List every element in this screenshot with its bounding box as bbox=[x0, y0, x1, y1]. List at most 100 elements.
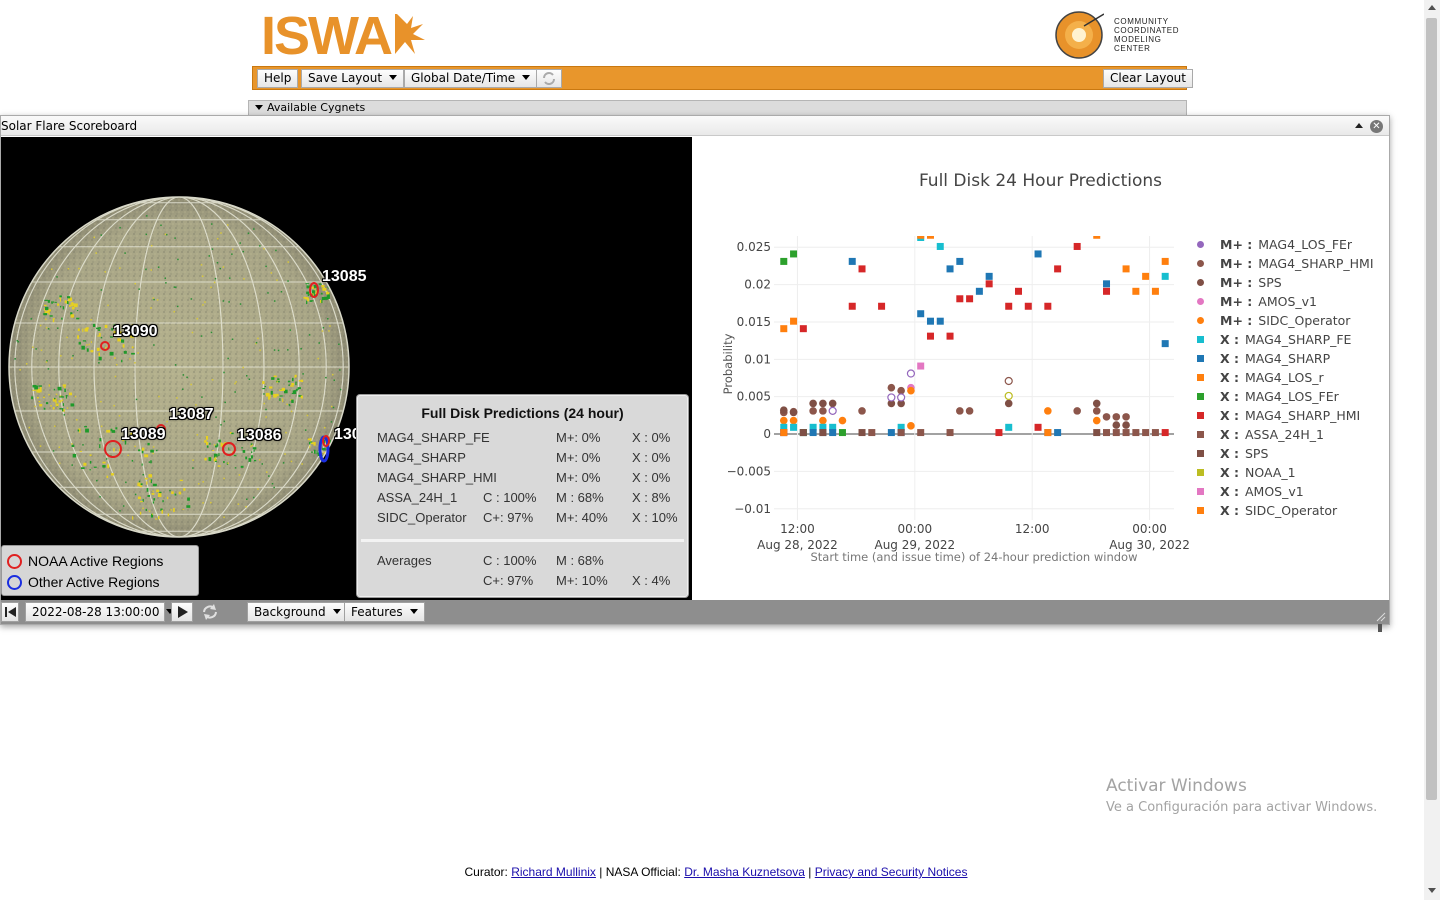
data-point[interactable] bbox=[975, 287, 983, 295]
data-point[interactable] bbox=[858, 265, 866, 273]
region-marker[interactable] bbox=[100, 341, 110, 351]
data-point[interactable] bbox=[799, 429, 807, 437]
data-point[interactable] bbox=[907, 422, 915, 430]
data-point[interactable] bbox=[1103, 287, 1111, 295]
data-point[interactable] bbox=[1092, 399, 1101, 408]
collapse-icon[interactable] bbox=[1355, 123, 1363, 128]
data-point[interactable] bbox=[887, 429, 895, 437]
data-point[interactable] bbox=[848, 257, 856, 265]
global-datetime-button[interactable]: Global Date/Time bbox=[404, 69, 538, 88]
data-point[interactable] bbox=[1034, 423, 1042, 431]
data-point[interactable] bbox=[799, 325, 807, 333]
data-point[interactable] bbox=[946, 429, 954, 437]
data-point[interactable] bbox=[1122, 421, 1130, 429]
data-point[interactable] bbox=[1005, 423, 1013, 431]
reload-button[interactable] bbox=[199, 602, 221, 622]
background-dropdown[interactable]: Background bbox=[247, 602, 348, 622]
data-point[interactable] bbox=[1102, 413, 1111, 421]
data-point[interactable] bbox=[956, 257, 964, 265]
data-point[interactable] bbox=[1112, 421, 1121, 429]
data-point[interactable] bbox=[966, 295, 974, 303]
data-point[interactable] bbox=[829, 429, 837, 437]
data-point[interactable] bbox=[907, 386, 915, 395]
data-point[interactable] bbox=[1004, 376, 1013, 386]
data-point[interactable] bbox=[965, 407, 974, 415]
data-point[interactable] bbox=[858, 407, 866, 415]
scroll-down-icon[interactable] bbox=[1428, 888, 1436, 893]
data-point[interactable] bbox=[1024, 302, 1032, 310]
data-point[interactable] bbox=[887, 399, 896, 408]
nasa-official-link[interactable]: Dr. Masha Kuznetsova bbox=[684, 865, 805, 879]
region-marker[interactable] bbox=[309, 282, 319, 298]
close-icon[interactable]: ✕ bbox=[1370, 120, 1383, 133]
data-point[interactable] bbox=[1142, 272, 1150, 280]
data-point[interactable] bbox=[858, 429, 866, 437]
data-point[interactable] bbox=[780, 423, 788, 431]
data-point[interactable] bbox=[1132, 429, 1140, 437]
region-marker[interactable] bbox=[156, 424, 166, 434]
available-cygnets-bar[interactable]: Available Cygnets bbox=[248, 100, 1187, 116]
data-point[interactable] bbox=[878, 302, 886, 310]
data-point[interactable] bbox=[936, 317, 944, 325]
data-point[interactable] bbox=[917, 310, 925, 318]
data-point[interactable] bbox=[809, 429, 817, 437]
data-point[interactable] bbox=[780, 257, 788, 265]
data-point[interactable] bbox=[1161, 272, 1169, 280]
data-point[interactable] bbox=[868, 429, 876, 437]
data-point[interactable] bbox=[1034, 250, 1042, 258]
data-point[interactable] bbox=[1054, 265, 1062, 273]
data-point[interactable] bbox=[1005, 302, 1013, 310]
data-point[interactable] bbox=[1103, 429, 1111, 437]
data-point[interactable] bbox=[1004, 391, 1013, 401]
data-point[interactable] bbox=[936, 242, 944, 250]
data-point[interactable] bbox=[848, 302, 856, 310]
data-point[interactable] bbox=[790, 250, 798, 258]
data-point[interactable] bbox=[1122, 429, 1130, 437]
data-point[interactable] bbox=[1142, 429, 1150, 437]
curator-link[interactable]: Richard Mullinix bbox=[511, 865, 596, 879]
resize-grip-icon[interactable] bbox=[1376, 612, 1386, 622]
data-point[interactable] bbox=[926, 317, 934, 325]
features-dropdown[interactable]: Features bbox=[344, 602, 425, 622]
data-point[interactable] bbox=[995, 429, 1003, 437]
data-point[interactable] bbox=[819, 429, 827, 437]
data-point[interactable] bbox=[819, 423, 827, 431]
probability-chart[interactable]: 0.025 0.02 0.015 0.01 0.005 0 −0.005 −0.01 12:00… bbox=[692, 137, 1389, 600]
data-point[interactable] bbox=[779, 416, 788, 425]
region-marker[interactable] bbox=[222, 442, 236, 456]
refresh-button[interactable] bbox=[536, 69, 562, 88]
data-point[interactable] bbox=[1054, 429, 1062, 437]
data-point[interactable] bbox=[809, 407, 817, 415]
data-point[interactable] bbox=[828, 399, 837, 408]
data-point[interactable] bbox=[790, 317, 798, 325]
clear-layout-button[interactable]: Clear Layout bbox=[1103, 69, 1193, 88]
data-point[interactable] bbox=[1092, 416, 1101, 425]
window-titlebar[interactable]: Solar Flare Scoreboard ✕ bbox=[1, 116, 1389, 136]
data-point[interactable] bbox=[789, 416, 798, 425]
data-point[interactable] bbox=[897, 399, 905, 408]
data-point[interactable] bbox=[819, 407, 827, 415]
data-point[interactable] bbox=[1161, 257, 1169, 265]
data-point[interactable] bbox=[809, 399, 817, 408]
data-point[interactable] bbox=[1151, 287, 1159, 295]
data-point[interactable] bbox=[1103, 280, 1111, 288]
data-point[interactable] bbox=[917, 429, 925, 437]
region-marker[interactable] bbox=[104, 440, 122, 458]
privacy-link[interactable]: Privacy and Security Notices bbox=[814, 865, 968, 879]
datetime-select[interactable]: 2022-08-28 13:00:00 bbox=[25, 602, 175, 622]
data-point[interactable] bbox=[956, 295, 964, 303]
data-point[interactable] bbox=[956, 407, 964, 415]
data-point[interactable] bbox=[1093, 429, 1101, 437]
help-button[interactable]: Help bbox=[257, 69, 299, 88]
data-point[interactable] bbox=[1122, 265, 1130, 273]
page-scrollbar[interactable] bbox=[1424, 0, 1440, 900]
data-point[interactable] bbox=[926, 232, 934, 239]
data-point[interactable] bbox=[1112, 429, 1120, 437]
data-point[interactable] bbox=[1132, 287, 1140, 295]
data-point[interactable] bbox=[780, 429, 788, 437]
data-point[interactable] bbox=[897, 393, 906, 402]
data-point[interactable] bbox=[1161, 429, 1169, 437]
save-layout-button[interactable]: Save Layout bbox=[301, 69, 405, 88]
data-point[interactable] bbox=[1073, 242, 1081, 250]
data-point[interactable] bbox=[906, 369, 916, 378]
